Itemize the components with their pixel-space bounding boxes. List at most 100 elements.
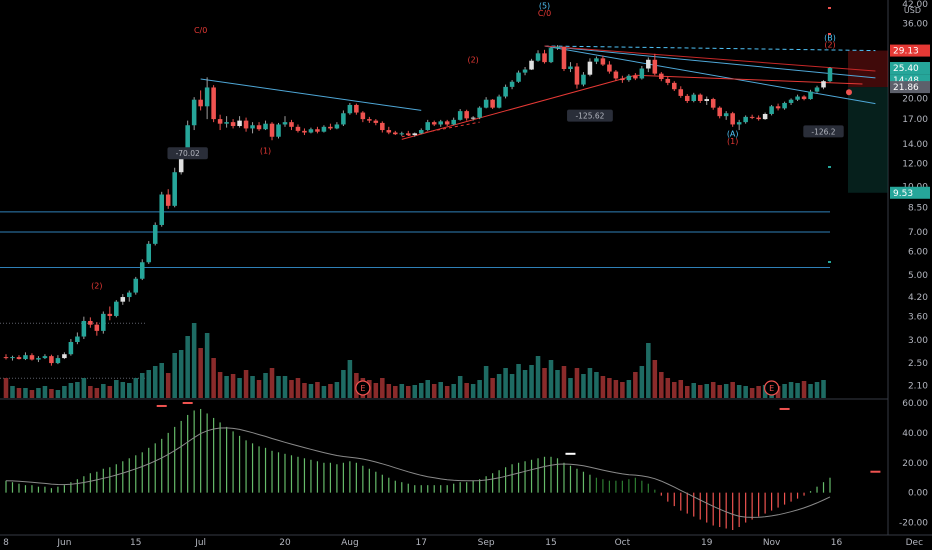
volume-bar [230, 374, 236, 398]
candle-body [94, 324, 100, 331]
candle [23, 352, 28, 361]
candle-body [620, 78, 625, 81]
candle-body [665, 78, 671, 83]
candle [626, 74, 632, 82]
candle-body [230, 122, 236, 127]
volume-bar [717, 385, 722, 398]
candle [730, 111, 735, 127]
volume-bar [373, 383, 379, 398]
candle [94, 322, 100, 336]
candle [29, 353, 35, 361]
axis-marker [828, 7, 831, 9]
volume-bar [81, 378, 87, 398]
callout-box [803, 125, 844, 138]
candle [814, 85, 820, 93]
volume-bar [561, 366, 567, 398]
x-tick-label: 15 [545, 538, 556, 548]
candle-body [68, 342, 74, 355]
candle [211, 85, 216, 123]
oscillator-tick-label: 60.00 [902, 399, 928, 409]
candle [490, 99, 495, 110]
candle-body [341, 113, 346, 125]
candle-body [542, 53, 547, 63]
volume-bar [775, 386, 781, 398]
candle-body [49, 356, 54, 364]
candle-body [801, 96, 807, 100]
earnings-marker-icon [355, 380, 371, 396]
candle [224, 116, 229, 128]
candle [347, 102, 353, 115]
candle-body [425, 122, 431, 131]
candle-body [250, 125, 255, 129]
candle [451, 117, 456, 126]
volume-bar [444, 386, 450, 398]
candle [672, 81, 677, 92]
x-tick-label: 16 [831, 538, 843, 548]
earnings-marker-label: E [769, 384, 774, 393]
volume-bar [607, 378, 612, 398]
candle-body [568, 66, 573, 70]
volume-bar [243, 370, 249, 398]
volume-bar [600, 376, 606, 398]
candle [139, 259, 145, 281]
oscillator-marker [870, 470, 881, 473]
candle-body [477, 107, 482, 118]
candle [425, 119, 431, 131]
y-tick-label: 42.00 [902, 0, 928, 10]
candle-body [548, 48, 554, 63]
volume-bar [756, 386, 761, 398]
candle-body [334, 124, 340, 129]
volume-bar [3, 378, 9, 398]
candle [328, 123, 333, 131]
volume-bar [431, 384, 437, 398]
candle [587, 58, 593, 77]
volume-bar [269, 368, 275, 398]
candle [380, 121, 385, 133]
candle-body [736, 122, 742, 125]
wave-annotation: C/0 [194, 26, 207, 35]
volume-bar [36, 388, 41, 398]
candle-body [295, 126, 301, 131]
candle-body [710, 99, 716, 108]
candle [243, 117, 249, 132]
candle [68, 339, 74, 356]
candle-body [594, 58, 599, 62]
axis-marker [828, 33, 831, 35]
candle-body [607, 64, 612, 72]
volume-bar [613, 380, 619, 398]
trendline-dashed [544, 45, 876, 52]
candle-body [691, 94, 697, 101]
volume-bar [788, 382, 794, 398]
candle-body [55, 358, 61, 364]
wave-annotation: (5) [539, 2, 550, 11]
candle-body [814, 87, 820, 92]
volume-bar [691, 383, 697, 398]
wave-annotation: (1) [727, 137, 738, 146]
volume-bar [237, 378, 242, 398]
candle-body [211, 87, 216, 120]
candle-body [321, 126, 327, 132]
candle-body [88, 320, 93, 325]
candle [217, 114, 223, 131]
y-tick-label: 2.10 [908, 381, 928, 391]
candle-body [178, 153, 184, 173]
candle [555, 45, 560, 50]
volume-bar [127, 383, 132, 398]
candle-body [127, 292, 132, 298]
current-price-dot [846, 89, 852, 96]
candle [542, 49, 547, 64]
candle [412, 132, 418, 137]
candle-body [756, 117, 761, 120]
candle [568, 62, 573, 73]
x-tick-label: 8 [3, 538, 9, 548]
candle [477, 106, 482, 120]
candle-body [684, 95, 690, 101]
candle-body [107, 313, 113, 316]
candle [756, 115, 761, 121]
candle-body [165, 194, 171, 206]
price-badge [890, 186, 930, 199]
volume-bar [405, 386, 411, 398]
volume-bar [328, 384, 333, 398]
candle [509, 80, 515, 90]
